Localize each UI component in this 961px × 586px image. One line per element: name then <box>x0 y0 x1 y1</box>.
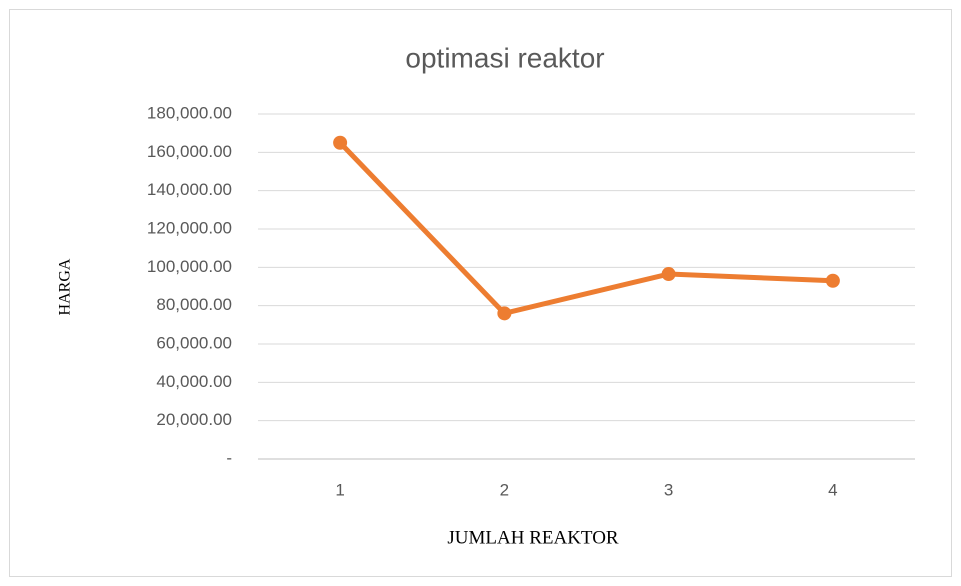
y-tick-label: 140,000.00 <box>147 180 232 199</box>
point <box>825 273 840 288</box>
y-tick-label: 60,000.00 <box>156 333 232 352</box>
y-tick-label: 180,000.00 <box>147 103 232 122</box>
x-axis-title: JUMLAH REAKTOR <box>447 527 619 548</box>
y-tick-label: 20,000.00 <box>156 410 232 429</box>
y-tick-label: 40,000.00 <box>156 372 232 391</box>
x-tick-label: 1 <box>335 480 344 499</box>
y-tick-label: - <box>226 448 232 467</box>
chart-title: optimasi reaktor <box>405 42 604 73</box>
y-tick-label: 120,000.00 <box>147 218 232 237</box>
chart-border <box>9 9 952 577</box>
y-tick-label: 100,000.00 <box>147 257 232 276</box>
x-tick-label: 4 <box>828 480 837 499</box>
point <box>661 267 676 282</box>
x-tick-label: 2 <box>500 480 509 499</box>
line <box>338 141 833 316</box>
y-axis-title: HARGA <box>57 258 74 315</box>
x-tick-label: 3 <box>664 480 673 499</box>
point <box>497 306 512 321</box>
y-tick-label: 80,000.00 <box>156 295 232 314</box>
point <box>333 135 348 150</box>
y-tick-label: 160,000.00 <box>147 142 232 161</box>
